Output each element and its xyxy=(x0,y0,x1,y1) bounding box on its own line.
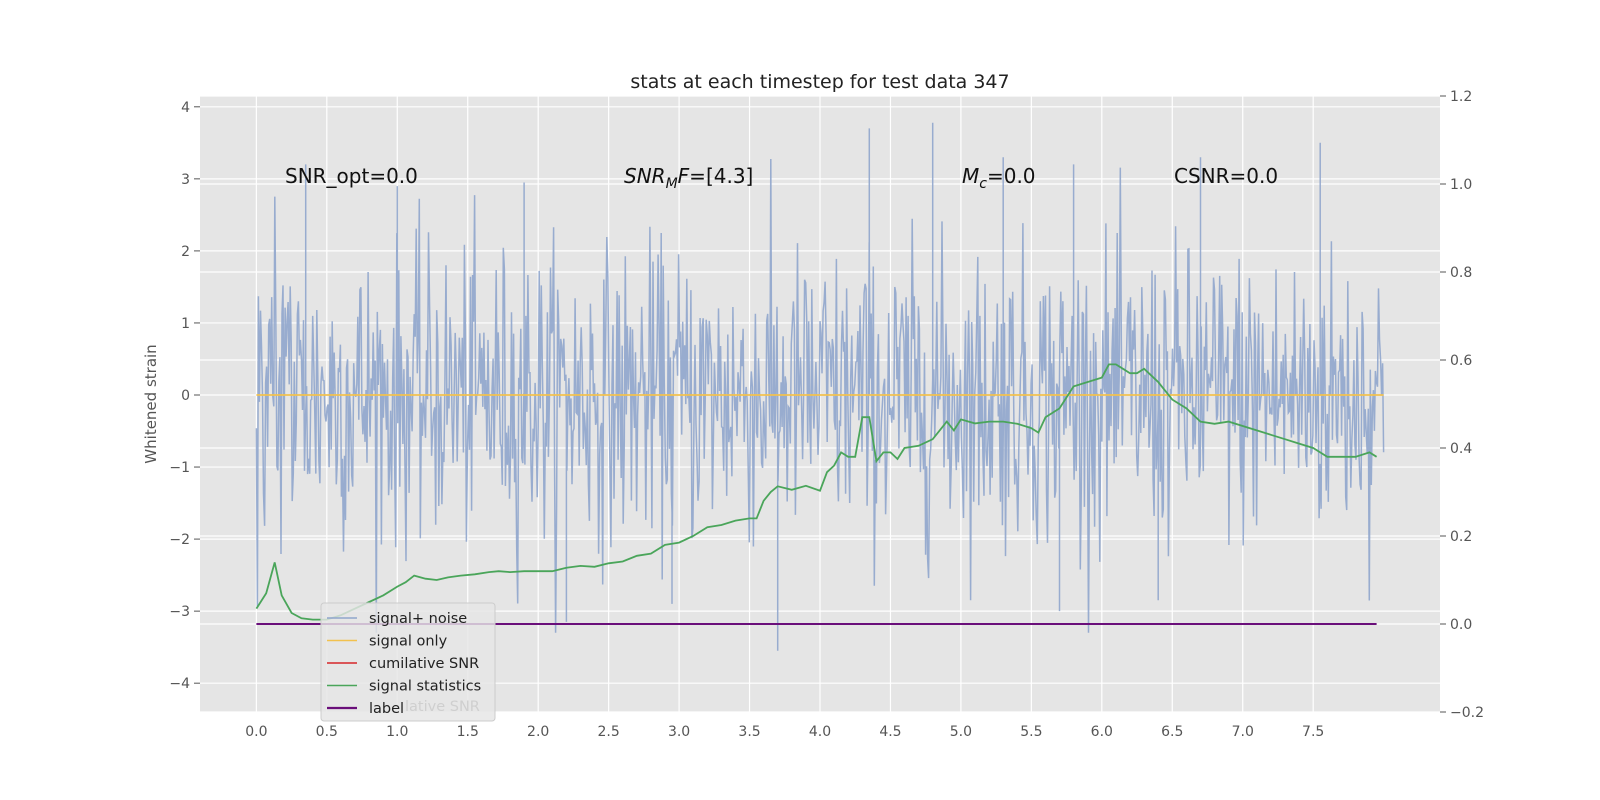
legend-label: signal statistics xyxy=(369,679,481,695)
legend-box xyxy=(320,602,496,722)
y-axis-label: Whitened strain xyxy=(142,344,160,463)
y-left-tick-label: −4 xyxy=(169,676,190,692)
y-left-tick-label: −2 xyxy=(169,532,190,548)
x-axis: 0.0 0.5 1.0 1.5 2.0 2.5 3.0 3.5 4.0 4.5 5.0 5.5 6.0 6… xyxy=(245,724,1324,740)
y-right-tick-label: 0.0 xyxy=(1450,617,1472,633)
chart-title: stats at each timestep for test data 347 xyxy=(630,71,1009,93)
x-tick-label: 2.0 xyxy=(527,724,549,740)
x-tick-label: 1.0 xyxy=(386,724,408,740)
right-y-axis: −0.2 0.0 0.2 0.4 0.6 0.8 1.0 1.2 xyxy=(1440,89,1484,721)
x-tick-label: 1.5 xyxy=(457,724,479,740)
x-tick-label: 7.0 xyxy=(1232,724,1254,740)
annotation-snr-mf: SNRMF=[4.3] xyxy=(624,164,753,192)
x-tick-label: 2.5 xyxy=(598,724,620,740)
y-left-tick-label: 0 xyxy=(181,388,190,404)
x-tick-label: 5.0 xyxy=(950,724,972,740)
y-left-tick-label: −3 xyxy=(169,604,190,620)
signal-noise-series xyxy=(255,122,1385,651)
annotation-snr-mf-value: [4.3] xyxy=(706,164,753,188)
legend-ghost-text: lative SNR xyxy=(405,699,480,715)
x-tick-label: 0.5 xyxy=(316,724,338,740)
y-left-tick-label: 2 xyxy=(181,244,190,260)
y-left-tick-label: 3 xyxy=(181,172,190,188)
annotation-snr-opt: SNR_opt=0.0 xyxy=(285,164,418,188)
legend-label: signal+ noise xyxy=(369,611,467,627)
annotation-mc-value: =0.0 xyxy=(987,164,1036,188)
y-left-tick-label: −1 xyxy=(169,460,190,476)
y-right-tick-label: 1.2 xyxy=(1450,89,1472,105)
x-tick-label: 4.5 xyxy=(879,724,901,740)
y-left-tick-label: 1 xyxy=(181,316,190,332)
annotation-mc: Mc=0.0 xyxy=(962,164,1036,192)
y-right-tick-label: −0.2 xyxy=(1450,705,1484,721)
x-tick-label: 4.0 xyxy=(809,724,831,740)
y-right-tick-label: 0.2 xyxy=(1450,529,1472,545)
x-tick-label: 5.5 xyxy=(1020,724,1042,740)
series-signal-statistics-line xyxy=(255,363,1378,621)
x-tick-label: 0.0 xyxy=(245,724,267,740)
y-right-tick-label: 0.4 xyxy=(1450,441,1472,457)
x-tick-label: 3.0 xyxy=(668,724,690,740)
y-right-tick-label: 0.8 xyxy=(1450,265,1472,281)
x-tick-label: 6.5 xyxy=(1161,724,1183,740)
legend-label: cumilative SNR xyxy=(369,656,479,672)
annotation-csnr: CSNR=0.0 xyxy=(1174,164,1278,188)
legend-label: label xyxy=(369,701,404,717)
x-tick-label: 7.5 xyxy=(1302,724,1324,740)
y-left-tick-label: 4 xyxy=(181,100,190,116)
x-tick-label: 3.5 xyxy=(738,724,760,740)
y-right-tick-label: 1.0 xyxy=(1450,177,1472,193)
legend: lative SNR signal+ noise signal only cumil… xyxy=(320,602,496,722)
x-tick-label: 6.0 xyxy=(1091,724,1113,740)
left-y-axis: −4 −3 −2 −1 0 1 2 3 4 xyxy=(169,100,200,692)
legend-label: signal only xyxy=(369,634,448,650)
series-signal-noise-line xyxy=(255,122,1385,651)
y-right-tick-label: 0.6 xyxy=(1450,353,1472,369)
